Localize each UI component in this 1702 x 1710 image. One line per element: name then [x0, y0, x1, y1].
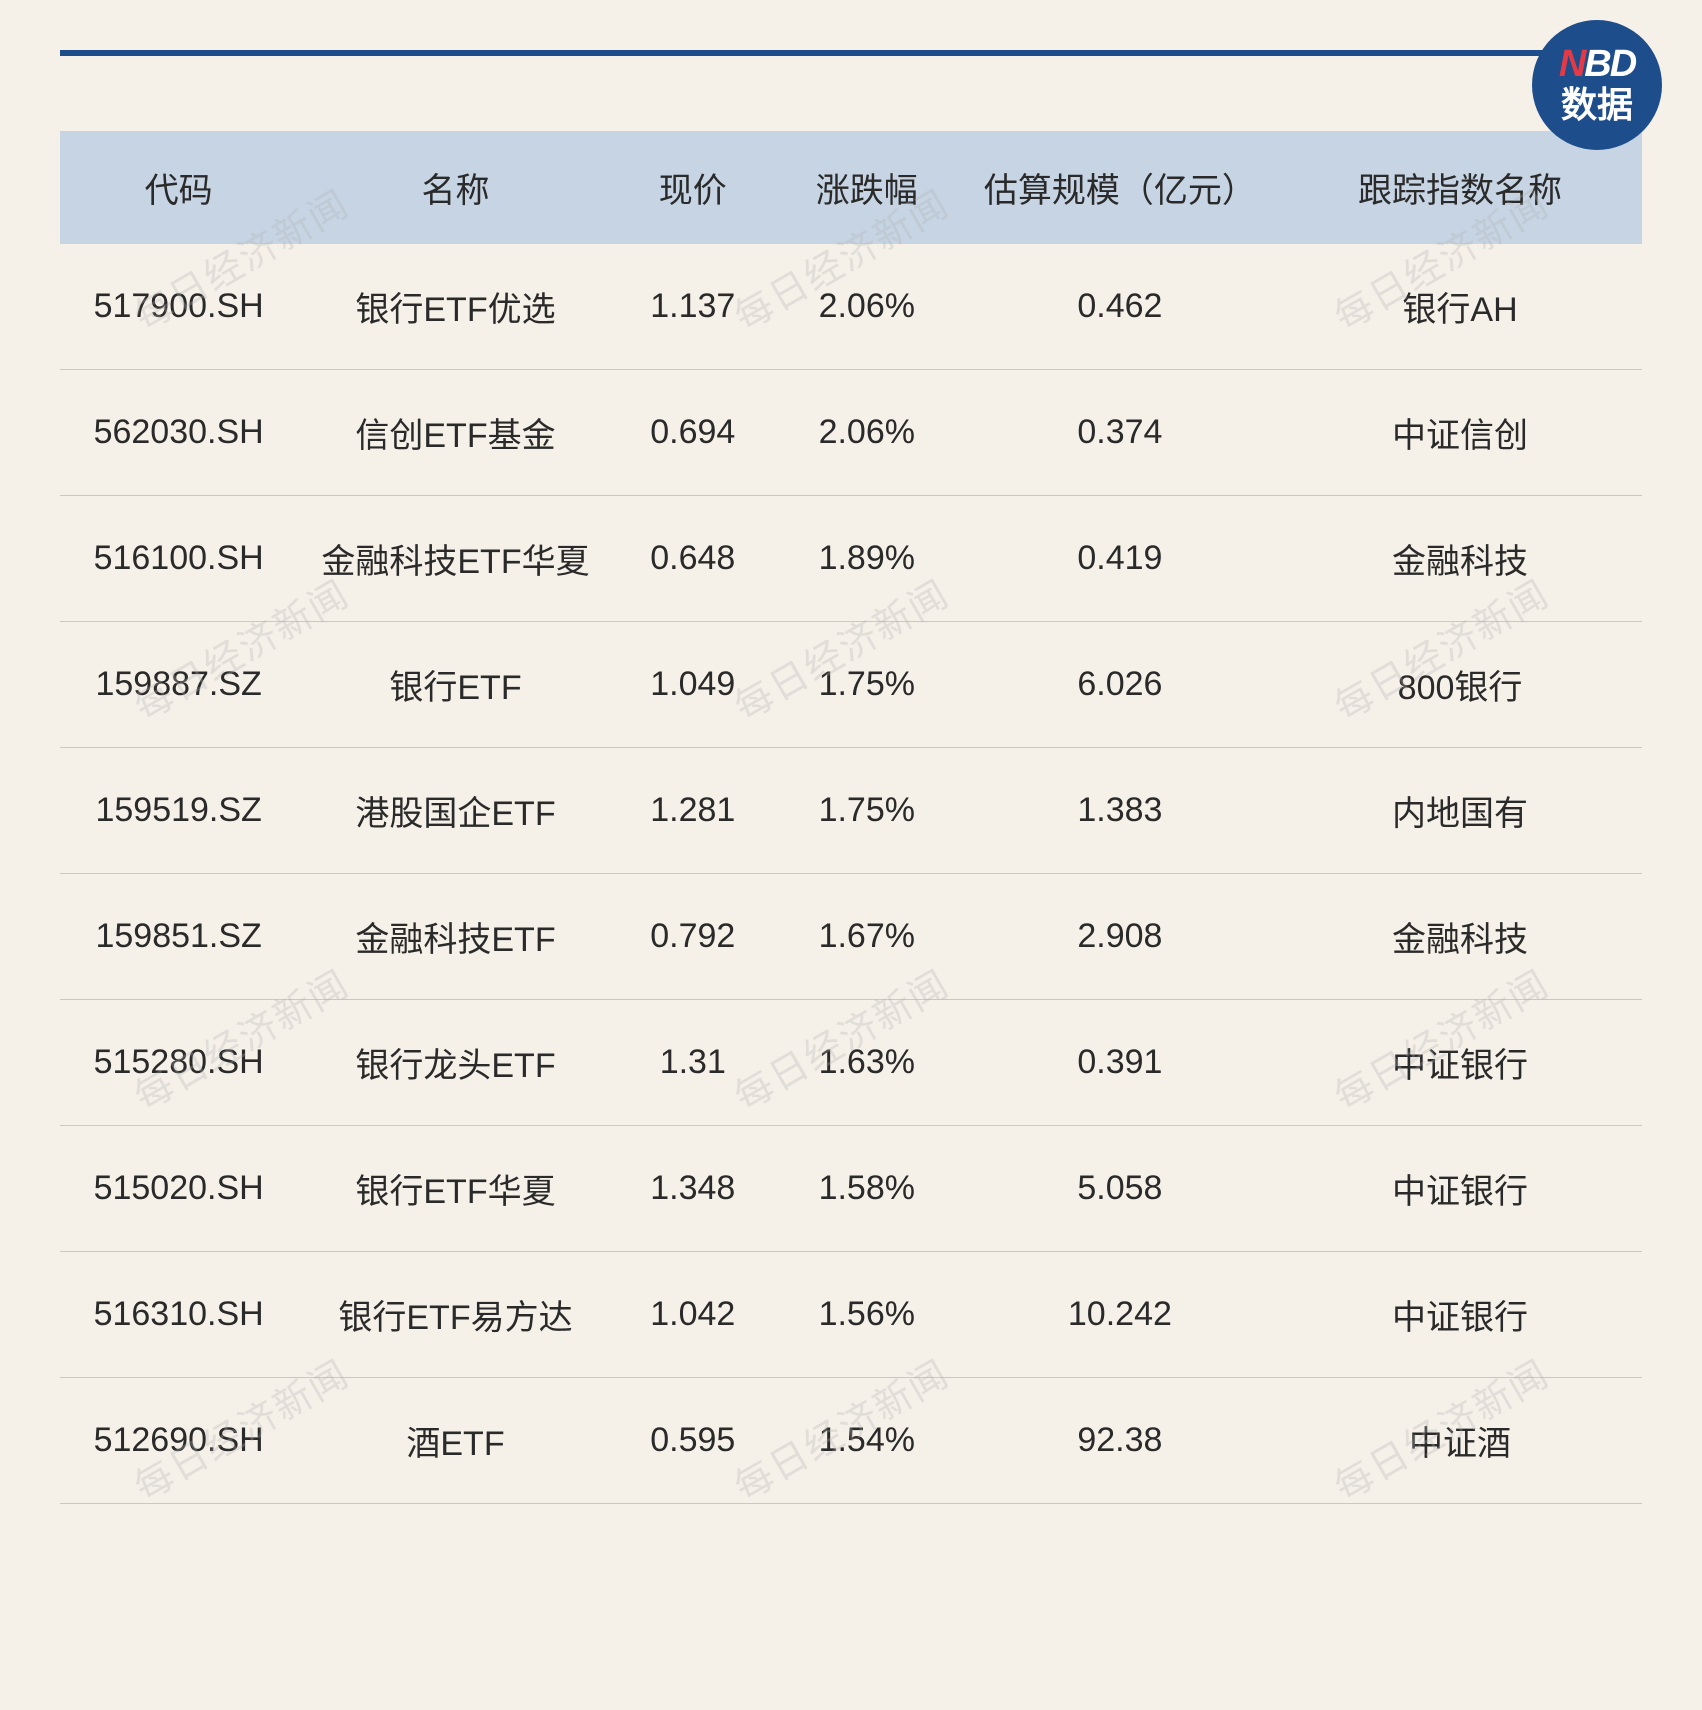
table-cell: 1.58%: [772, 1126, 962, 1252]
table-cell: 信创ETF基金: [297, 370, 613, 496]
table-cell: 5.058: [962, 1126, 1278, 1252]
table-cell: 1.63%: [772, 1000, 962, 1126]
table-cell: 0.694: [614, 370, 772, 496]
table-cell: 中证银行: [1278, 1252, 1642, 1378]
table-row: 159519.SZ港股国企ETF1.2811.75%1.383内地国有: [60, 748, 1642, 874]
table-cell: 中证信创: [1278, 370, 1642, 496]
table-cell: 1.54%: [772, 1378, 962, 1504]
table-cell: 1.31: [614, 1000, 772, 1126]
table-cell: 0.419: [962, 496, 1278, 622]
table-cell: 金融科技: [1278, 874, 1642, 1000]
table-cell: 金融科技: [1278, 496, 1642, 622]
col-header-price: 现价: [614, 131, 772, 244]
table-cell: 1.042: [614, 1252, 772, 1378]
table-cell: 金融科技ETF: [297, 874, 613, 1000]
table-cell: 1.049: [614, 622, 772, 748]
table-cell: 1.348: [614, 1126, 772, 1252]
table-cell: 酒ETF: [297, 1378, 613, 1504]
table-cell: 0.374: [962, 370, 1278, 496]
table-cell: 银行ETF易方达: [297, 1252, 613, 1378]
table-cell: 金融科技ETF华夏: [297, 496, 613, 622]
table-cell: 6.026: [962, 622, 1278, 748]
table-cell: 中证银行: [1278, 1000, 1642, 1126]
table-cell: 1.281: [614, 748, 772, 874]
table-row: 515020.SH银行ETF华夏1.3481.58%5.058中证银行: [60, 1126, 1642, 1252]
table-cell: 银行龙头ETF: [297, 1000, 613, 1126]
table-cell: 92.38: [962, 1378, 1278, 1504]
table-cell: 1.67%: [772, 874, 962, 1000]
table-row: 159887.SZ银行ETF1.0491.75%6.026800银行: [60, 622, 1642, 748]
table-row: 562030.SH信创ETF基金0.6942.06%0.374中证信创: [60, 370, 1642, 496]
table-cell: 515280.SH: [60, 1000, 297, 1126]
table-cell: 港股国企ETF: [297, 748, 613, 874]
table-cell: 516310.SH: [60, 1252, 297, 1378]
table-body: 517900.SH银行ETF优选1.1372.06%0.462银行AH56203…: [60, 244, 1642, 1504]
col-header-name: 名称: [297, 131, 613, 244]
etf-table: 代码 名称 现价 涨跌幅 估算规模（亿元） 跟踪指数名称 517900.SH银行…: [60, 131, 1642, 1504]
table-row: 515280.SH银行龙头ETF1.311.63%0.391中证银行: [60, 1000, 1642, 1126]
table-row: 159851.SZ金融科技ETF0.7921.67%2.908金融科技: [60, 874, 1642, 1000]
table-cell: 2.06%: [772, 370, 962, 496]
table-cell: 2.908: [962, 874, 1278, 1000]
header-rule: [60, 50, 1642, 56]
table-head: 代码 名称 现价 涨跌幅 估算规模（亿元） 跟踪指数名称: [60, 131, 1642, 244]
table-cell: 1.89%: [772, 496, 962, 622]
table-cell: 562030.SH: [60, 370, 297, 496]
table-cell: 0.391: [962, 1000, 1278, 1126]
table-row: 516310.SH银行ETF易方达1.0421.56%10.242中证银行: [60, 1252, 1642, 1378]
table-cell: 800银行: [1278, 622, 1642, 748]
table-cell: 1.75%: [772, 622, 962, 748]
badge-bottom-text: 数据: [1561, 85, 1633, 125]
table-row: 517900.SH银行ETF优选1.1372.06%0.462银行AH: [60, 244, 1642, 370]
table-cell: 517900.SH: [60, 244, 297, 370]
table-cell: 512690.SH: [60, 1378, 297, 1504]
table-cell: 银行ETF: [297, 622, 613, 748]
table-cell: 银行ETF华夏: [297, 1126, 613, 1252]
badge-n: N: [1559, 43, 1584, 85]
table-cell: 159519.SZ: [60, 748, 297, 874]
table-row: 512690.SH酒ETF0.5951.54%92.38中证酒: [60, 1378, 1642, 1504]
table-cell: 1.75%: [772, 748, 962, 874]
table-cell: 中证银行: [1278, 1126, 1642, 1252]
main-container: NBD 数据 代码 名称 现价 涨跌幅 估算规模（亿元） 跟踪指数名称 5179…: [0, 0, 1702, 1554]
table-cell: 银行ETF优选: [297, 244, 613, 370]
badge-bd: BD: [1584, 43, 1635, 85]
table-cell: 银行AH: [1278, 244, 1642, 370]
table-cell: 2.06%: [772, 244, 962, 370]
table-cell: 内地国有: [1278, 748, 1642, 874]
table-cell: 中证酒: [1278, 1378, 1642, 1504]
table-cell: 159851.SZ: [60, 874, 297, 1000]
table-cell: 1.383: [962, 748, 1278, 874]
table-header-row: 代码 名称 现价 涨跌幅 估算规模（亿元） 跟踪指数名称: [60, 131, 1642, 244]
col-header-scale: 估算规模（亿元）: [962, 131, 1278, 244]
table-cell: 10.242: [962, 1252, 1278, 1378]
col-header-change: 涨跌幅: [772, 131, 962, 244]
table-cell: 1.56%: [772, 1252, 962, 1378]
table-cell: 1.137: [614, 244, 772, 370]
table-cell: 0.792: [614, 874, 772, 1000]
table-cell: 0.462: [962, 244, 1278, 370]
table-cell: 0.595: [614, 1378, 772, 1504]
table-cell: 159887.SZ: [60, 622, 297, 748]
col-header-code: 代码: [60, 131, 297, 244]
table-row: 516100.SH金融科技ETF华夏0.6481.89%0.419金融科技: [60, 496, 1642, 622]
table-cell: 515020.SH: [60, 1126, 297, 1252]
nbd-badge: NBD 数据: [1532, 20, 1662, 150]
table-cell: 0.648: [614, 496, 772, 622]
badge-top-text: NBD: [1559, 45, 1635, 83]
table-cell: 516100.SH: [60, 496, 297, 622]
